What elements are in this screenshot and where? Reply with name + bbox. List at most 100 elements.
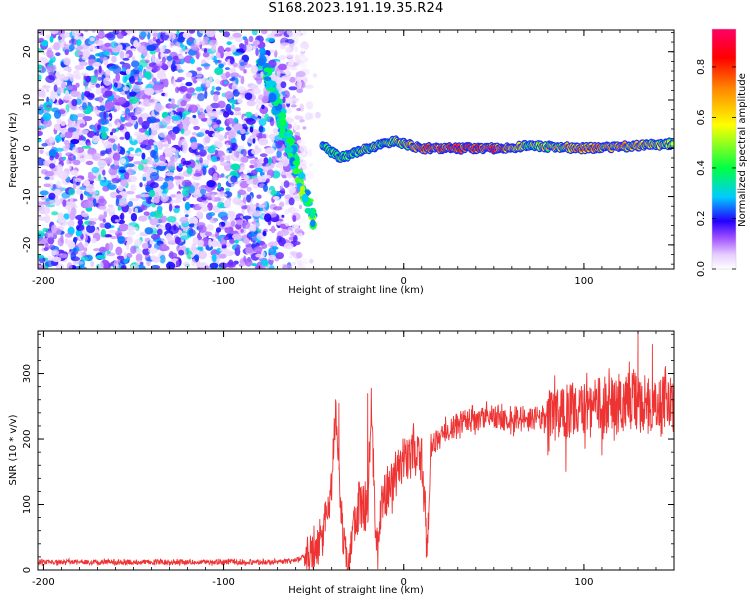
spectrogram-noise-blob bbox=[177, 55, 185, 60]
spectrogram-noise-blob bbox=[129, 264, 140, 269]
spectrogram-noise-blob bbox=[279, 201, 285, 208]
spectrogram-noise-blob bbox=[105, 233, 112, 238]
spectrogram-noise-blob bbox=[113, 95, 121, 99]
spectrogram-noise-blob bbox=[86, 224, 96, 233]
y-tick-label: 20 bbox=[22, 45, 33, 58]
x-tick-label: 100 bbox=[574, 577, 593, 588]
spectrogram-noise-blob bbox=[128, 30, 136, 34]
y-tick-label: 0 bbox=[22, 145, 33, 151]
spectrogram-noise-blob bbox=[104, 222, 112, 229]
spectrogram-noise-blob bbox=[121, 114, 126, 118]
spectrogram-noise-blob bbox=[84, 30, 89, 33]
spectrogram-noise-blob bbox=[240, 75, 245, 85]
spectrogram-noise-blob bbox=[108, 167, 118, 176]
spectrogram-noise-blob bbox=[296, 139, 306, 145]
spectrogram-noise-blob bbox=[125, 241, 130, 251]
spectrogram-noise-blob bbox=[252, 138, 256, 144]
spectrogram-noise-blob bbox=[226, 155, 231, 163]
spectrogram-noise-blob bbox=[44, 176, 50, 180]
spectrogram-tone-blob bbox=[268, 87, 276, 92]
spectrogram-noise-blob bbox=[39, 38, 44, 43]
spectrogram-noise-blob bbox=[292, 215, 297, 222]
spectrogram-noise-blob bbox=[125, 163, 135, 168]
spectrogram-noise-blob bbox=[244, 111, 253, 119]
spectrogram-noise-blob bbox=[147, 139, 155, 146]
x-tick-label: -200 bbox=[32, 577, 55, 588]
spectrogram-noise-blob bbox=[68, 188, 76, 196]
spectrogram-noise-blob bbox=[192, 114, 197, 119]
spectrogram-noise-blob bbox=[223, 236, 229, 240]
spectrogram-noise-blob bbox=[214, 67, 224, 76]
spectrogram-noise-blob bbox=[197, 93, 205, 102]
spectrogram-noise-blob bbox=[102, 169, 106, 176]
spectrogram-noise-blob bbox=[124, 152, 129, 157]
spectrogram-noise-blob bbox=[252, 87, 262, 95]
spectrogram-noise-blob bbox=[226, 41, 232, 46]
spectrogram-noise-blob bbox=[90, 260, 95, 268]
spectrogram-noise-blob bbox=[204, 231, 212, 237]
spectrogram-noise-blob bbox=[248, 35, 254, 43]
spectrogram-noise-blob bbox=[54, 134, 62, 143]
spectrogram-noise-blob bbox=[211, 155, 218, 163]
spectrogram-noise-blob bbox=[75, 82, 80, 88]
spectrogram-noise-blob bbox=[226, 150, 230, 154]
spectrogram-noise-blob bbox=[154, 102, 163, 112]
spectrogram-noise-blob bbox=[116, 255, 125, 260]
spectrogram-noise-blob bbox=[104, 42, 112, 48]
spectrogram-noise-blob bbox=[226, 210, 236, 219]
spectrogram-noise-blob bbox=[160, 184, 167, 190]
spectrogram-noise-blob bbox=[213, 140, 220, 147]
spectrogram-noise-blob bbox=[100, 229, 107, 238]
spectrogram-noise-blob bbox=[244, 258, 253, 267]
spectrogram-noise-blob bbox=[111, 177, 119, 184]
spectrogram-noise-blob bbox=[294, 32, 301, 36]
spectrogram-noise-blob bbox=[296, 232, 304, 241]
spectrogram-noise-blob bbox=[56, 180, 62, 189]
spectrogram-noise-blob bbox=[168, 203, 173, 212]
spectrogram-noise-blob bbox=[55, 147, 64, 152]
spectrogram-noise-blob bbox=[175, 41, 181, 47]
spectrogram-noise-blob bbox=[42, 227, 49, 233]
spectrogram-noise-blob bbox=[188, 30, 196, 34]
spectrogram-noise-blob bbox=[234, 112, 242, 116]
spectrogram-noise-blob bbox=[46, 34, 51, 39]
spectrogram-noise-blob bbox=[121, 67, 126, 72]
spectrogram-noise-blob bbox=[238, 74, 242, 79]
spectrogram-noise-blob bbox=[85, 75, 91, 83]
spectrogram-noise-blob bbox=[92, 61, 102, 67]
spectrogram-noise-blob bbox=[179, 121, 183, 130]
spectrogram-noise-blob bbox=[200, 77, 209, 84]
spectrogram-noise-blob bbox=[147, 116, 157, 124]
spectrogram-noise-blob bbox=[177, 69, 184, 73]
spectrogram-noise-blob bbox=[57, 237, 64, 247]
spectrogram-noise-blob bbox=[254, 145, 259, 150]
spectrogram-noise-blob bbox=[166, 261, 176, 269]
spectrogram-noise-blob bbox=[223, 52, 232, 57]
spectrogram-noise-blob bbox=[224, 47, 232, 52]
spectrogram-tone-blob bbox=[263, 67, 271, 73]
spectrogram-noise-blob bbox=[206, 117, 212, 126]
spectrogram-noise-blob bbox=[124, 76, 127, 83]
spectrogram-noise-blob bbox=[60, 121, 66, 127]
spectrogram-noise-blob bbox=[123, 258, 129, 264]
spectrogram-noise-blob bbox=[294, 54, 300, 63]
spectrogram-noise-blob bbox=[195, 86, 203, 92]
spectrogram-noise-blob bbox=[197, 163, 202, 172]
spectrogram-noise-blob bbox=[152, 32, 159, 38]
spectrogram-noise-blob bbox=[69, 211, 76, 221]
spectrogram-noise-blob bbox=[232, 32, 242, 38]
spectrogram-noise-blob bbox=[173, 55, 179, 61]
spectrogram-noise-blob bbox=[73, 247, 77, 253]
spectrogram-noise-blob bbox=[151, 53, 156, 63]
spectrogram-noise-blob bbox=[214, 59, 219, 65]
spectrogram-noise-blob bbox=[185, 72, 193, 78]
spectrogram-noise-blob bbox=[113, 259, 119, 268]
spectrogram-noise-blob bbox=[294, 241, 301, 246]
spectrogram-noise-blob bbox=[230, 30, 238, 33]
x-tick-label: -100 bbox=[212, 577, 235, 588]
spectrogram-noise-blob bbox=[99, 178, 109, 187]
spectrogram-noise-blob bbox=[135, 106, 140, 115]
spectrogram-noise-blob bbox=[90, 75, 98, 84]
spectrogram-noise-blob bbox=[44, 260, 55, 268]
spectrogram-noise-blob bbox=[296, 71, 306, 78]
